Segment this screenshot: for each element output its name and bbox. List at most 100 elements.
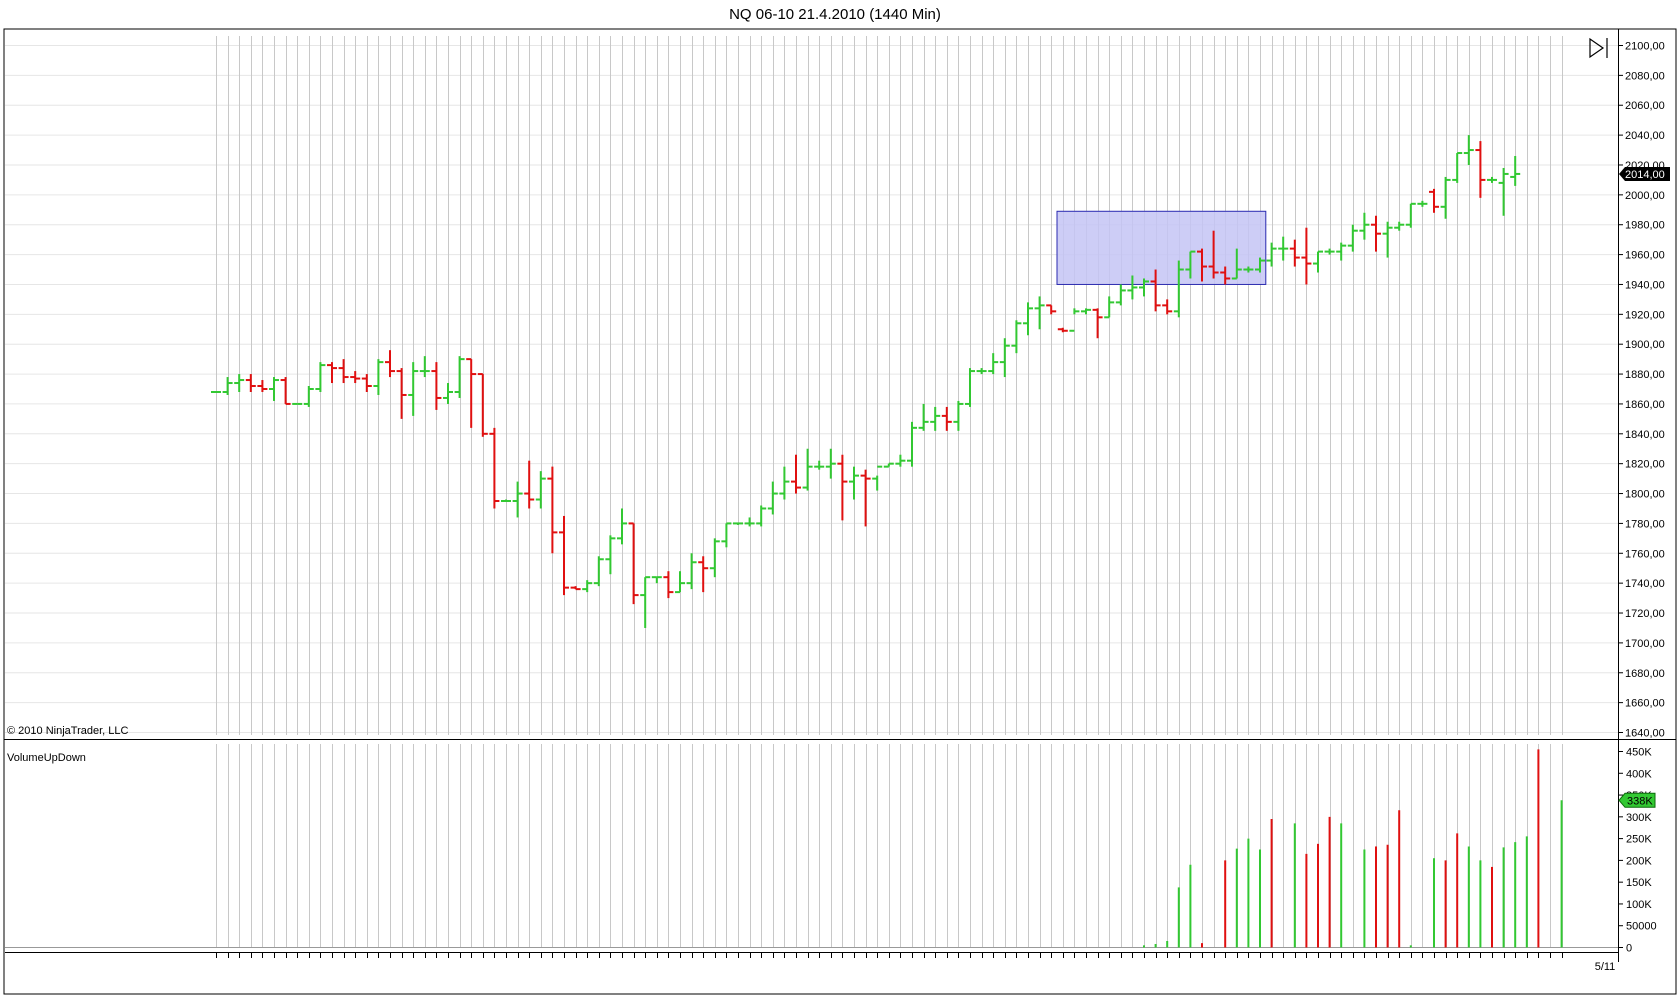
ohlc-bar bbox=[327, 362, 337, 383]
price-tick-label: 1720,00 bbox=[1625, 608, 1665, 620]
ohlc-bar bbox=[373, 359, 383, 395]
price-tick-label: 1880,00 bbox=[1625, 369, 1665, 381]
ohlc-bar bbox=[768, 482, 778, 515]
price-tick-label: 2000,00 bbox=[1625, 190, 1665, 202]
volume-tick-label: 0 bbox=[1626, 943, 1632, 955]
ohlc-bar bbox=[1011, 320, 1021, 353]
ohlc-bar bbox=[489, 428, 499, 509]
ohlc-bar bbox=[779, 467, 789, 500]
ohlc-bar bbox=[582, 580, 592, 592]
ohlc-bar bbox=[1510, 156, 1520, 186]
ohlc-bar bbox=[895, 455, 905, 467]
ohlc-bar bbox=[1035, 296, 1045, 329]
ohlc-bar bbox=[257, 380, 267, 392]
ohlc-bar bbox=[246, 374, 256, 392]
ohlc-bar bbox=[1046, 305, 1056, 314]
ohlc-bar bbox=[455, 356, 465, 398]
ohlc-bar bbox=[1475, 141, 1485, 198]
ohlc-bar bbox=[1487, 177, 1497, 183]
grid-layer bbox=[5, 36, 1618, 948]
volume-tick-label: 100K bbox=[1626, 899, 1652, 911]
ohlc-bar bbox=[837, 455, 847, 521]
volume-tick-label: 50000 bbox=[1626, 921, 1657, 933]
highlight-box-layer bbox=[1057, 211, 1266, 284]
volume-tick-label: 150K bbox=[1626, 877, 1652, 889]
ohlc-bar bbox=[1394, 222, 1404, 231]
price-tick-label: 1820,00 bbox=[1625, 459, 1665, 471]
ohlc-bar bbox=[1417, 201, 1427, 207]
ohlc-bar bbox=[234, 374, 244, 392]
ohlc-bar bbox=[1441, 177, 1451, 219]
price-tick-label: 1860,00 bbox=[1625, 399, 1665, 411]
ohlc-bar bbox=[1093, 308, 1103, 338]
ohlc-bar bbox=[953, 401, 963, 431]
ohlc-bar bbox=[605, 535, 615, 574]
price-tick-label: 2060,00 bbox=[1625, 100, 1665, 112]
ohlc-bar bbox=[547, 467, 557, 554]
ohlc-bar bbox=[1464, 135, 1474, 165]
price-tick-label: 2100,00 bbox=[1625, 41, 1665, 53]
ohlc-bar bbox=[350, 371, 360, 383]
ohlc-bar bbox=[687, 553, 697, 589]
ohlc-bar bbox=[594, 556, 604, 586]
ohlc-bar bbox=[223, 377, 233, 395]
price-tick-label: 1980,00 bbox=[1625, 220, 1665, 232]
ohlc-bar bbox=[861, 470, 871, 527]
ohlc-bar bbox=[385, 350, 395, 377]
ohlc-bar bbox=[919, 404, 929, 431]
ohlc-bar bbox=[1301, 228, 1311, 285]
volume-bars-layer bbox=[1144, 749, 1562, 947]
ohlc-bar bbox=[431, 362, 441, 410]
ohlc-bar bbox=[339, 359, 349, 383]
ohlc-bar bbox=[849, 467, 859, 500]
ohlc-bar bbox=[663, 571, 673, 598]
ohlc-bar bbox=[675, 571, 685, 592]
highlight-rectangle bbox=[1057, 211, 1266, 284]
ohlc-bar bbox=[1499, 168, 1509, 216]
last-volume-label: 338K bbox=[1627, 795, 1653, 807]
ohlc-bar bbox=[1116, 284, 1126, 305]
ohlc-bar bbox=[814, 461, 824, 470]
ohlc-bar bbox=[791, 455, 801, 494]
price-tick-label: 2040,00 bbox=[1625, 130, 1665, 142]
ohlc-bar bbox=[536, 471, 546, 508]
ohlc-bar bbox=[362, 374, 372, 392]
chart-title: NQ 06-10 21.4.2010 (1440 Min) bbox=[729, 6, 941, 23]
ohlc-bar bbox=[1371, 216, 1381, 252]
ohlc-bar bbox=[501, 500, 511, 502]
ohlc-bar bbox=[524, 461, 534, 509]
end-date-label: 5/11 bbox=[1595, 961, 1616, 973]
volume-tick-label: 450K bbox=[1626, 747, 1652, 759]
copyright-text: © 2010 NinjaTrader, LLC bbox=[7, 725, 128, 737]
ohlc-bar bbox=[942, 407, 952, 431]
price-tick-label: 1920,00 bbox=[1625, 309, 1665, 321]
ohlc-bar bbox=[315, 362, 325, 392]
last-price-label: 2014,00 bbox=[1625, 169, 1665, 181]
ohlc-bar bbox=[513, 482, 523, 518]
ohlc-bar bbox=[269, 377, 279, 401]
indicator-label: VolumeUpDown bbox=[7, 752, 86, 764]
price-tick-label: 1940,00 bbox=[1625, 279, 1665, 291]
price-tick-label: 1900,00 bbox=[1625, 339, 1665, 351]
ohlc-bar bbox=[478, 374, 488, 437]
ohlc-bar bbox=[281, 377, 291, 404]
ohlc-bar bbox=[1058, 328, 1068, 332]
ohlc-bar bbox=[733, 523, 743, 525]
ohlc-bar bbox=[1406, 204, 1416, 228]
ohlc-bar bbox=[1023, 302, 1033, 335]
ohlc-bar bbox=[1278, 237, 1288, 261]
ohlc-bar bbox=[1359, 213, 1369, 240]
ohlc-bar bbox=[1336, 243, 1346, 261]
ohlc-bar bbox=[652, 577, 662, 583]
ohlc-bar bbox=[698, 556, 708, 592]
ohlc-bar bbox=[1162, 299, 1172, 314]
ohlc-bar bbox=[629, 523, 639, 604]
scroll-to-end-button[interactable] bbox=[1590, 38, 1607, 58]
ohlc-bar bbox=[721, 523, 731, 547]
ohlc-bar bbox=[1348, 225, 1358, 252]
play-end-icon bbox=[1590, 39, 1603, 57]
axis-layer: 2100,002080,002060,002040,002020,002000,… bbox=[5, 41, 1670, 959]
price-tick-label: 1740,00 bbox=[1625, 578, 1665, 590]
